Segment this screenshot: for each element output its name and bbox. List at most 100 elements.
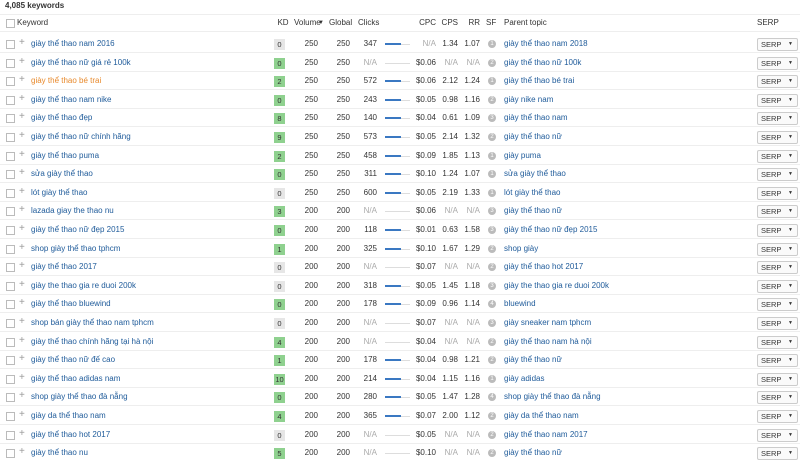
row-checkbox[interactable] [6, 114, 15, 124]
keyword-link[interactable]: lazada giay the thao nu [31, 206, 114, 216]
serp-features-badge[interactable]: 1 [488, 188, 496, 197]
serp-button[interactable]: SERP ▼ [757, 261, 798, 275]
add-to-list-icon[interactable]: + [19, 241, 25, 253]
row-checkbox[interactable] [6, 430, 15, 440]
parent-topic-link[interactable]: sửa giày thể thao [504, 169, 566, 179]
keyword-link[interactable]: giày da thể thao nam [31, 411, 106, 420]
keyword-link[interactable]: shop bán giày thể thao nam tphcm [31, 318, 154, 327]
serp-button[interactable]: SERP ▼ [757, 224, 798, 237]
keyword-link[interactable]: giày thể thao nữ đế cao [31, 355, 116, 365]
keyword-link[interactable]: giày thể thao nam nike [31, 94, 112, 104]
serp-button[interactable]: SERP ▼ [757, 205, 798, 219]
row-checkbox[interactable] [6, 207, 15, 217]
serp-features-badge[interactable]: 2 [488, 244, 496, 253]
add-to-list-icon[interactable]: + [19, 334, 25, 346]
row-checkbox[interactable] [6, 188, 15, 198]
parent-topic-link[interactable]: giày thể thao nữ 100k [504, 57, 582, 67]
column-header[interactable]: RR [468, 18, 480, 27]
keyword-link[interactable]: giày thể thao nữ giá rẻ 100k [31, 57, 131, 67]
row-checkbox[interactable] [6, 170, 15, 180]
column-header[interactable]: Global [329, 18, 353, 27]
serp-features-badge[interactable]: 2 [488, 133, 496, 141]
parent-topic-link[interactable]: giày the thao gia re duoi 200k [504, 280, 609, 290]
add-to-list-icon[interactable]: + [19, 316, 25, 327]
serp-button[interactable]: SERP ▼ [757, 391, 798, 405]
add-to-list-icon[interactable]: + [19, 92, 25, 104]
parent-topic-link[interactable]: giày thể thao nam hà nội [504, 336, 592, 346]
serp-button[interactable]: SERP ▼ [757, 75, 798, 89]
keyword-link[interactable]: lót giày thể thao [31, 187, 88, 197]
parent-topic-link[interactable]: giày thể thao nữ [504, 355, 562, 365]
keyword-link[interactable]: giày the thao gia re duoi 200k [31, 280, 136, 290]
parent-topic-link[interactable]: giày thể thao nữ [504, 132, 562, 141]
serp-features-badge[interactable]: 3 [488, 281, 496, 290]
add-to-list-icon[interactable]: + [19, 204, 25, 216]
add-to-list-icon[interactable]: + [19, 130, 25, 141]
serp-button[interactable]: SERP ▼ [757, 279, 798, 293]
row-checkbox[interactable] [6, 374, 15, 384]
keyword-link[interactable]: giày thể thao nữ chính hãng [31, 132, 131, 141]
row-checkbox[interactable] [6, 337, 15, 347]
add-to-list-icon[interactable]: + [19, 260, 25, 272]
serp-button[interactable]: SERP ▼ [757, 354, 798, 368]
keyword-link[interactable]: giày thể thao 2017 [31, 262, 97, 272]
add-to-list-icon[interactable]: + [19, 55, 25, 67]
parent-topic-link[interactable]: giày thể thao nam [504, 113, 568, 123]
serp-features-badge[interactable]: 4 [488, 393, 496, 402]
row-checkbox[interactable] [6, 133, 15, 142]
serp-features-badge[interactable]: 2 [488, 337, 496, 346]
column-header[interactable]: Clicks [358, 18, 380, 27]
serp-button[interactable]: SERP ▼ [757, 242, 798, 256]
serp-features-badge[interactable]: 2 [488, 449, 496, 458]
parent-topic-link[interactable]: giày thể thao nữ đẹp 2015 [504, 225, 598, 234]
row-checkbox[interactable] [6, 319, 15, 328]
parent-topic-link[interactable]: giày sneaker nam tphcm [504, 318, 592, 327]
parent-topic-link[interactable]: giày da thể thao nam [504, 411, 579, 420]
parent-topic-link[interactable]: giày thể thao nam 2017 [504, 429, 588, 439]
serp-features-badge[interactable]: 2 [488, 412, 496, 420]
serp-button[interactable]: SERP ▼ [757, 447, 798, 461]
add-to-list-icon[interactable]: + [19, 371, 25, 383]
serp-button[interactable]: SERP ▼ [757, 335, 798, 349]
row-checkbox[interactable] [6, 58, 15, 68]
row-checkbox[interactable] [6, 412, 15, 421]
keyword-link[interactable]: giày thể thao nu [31, 448, 88, 458]
add-to-list-icon[interactable]: + [19, 446, 25, 458]
serp-button[interactable]: SERP ▼ [757, 428, 798, 442]
serp-button[interactable]: SERP ▼ [757, 317, 798, 330]
keyword-link[interactable]: giày thể thao chính hãng tại hà nội [31, 336, 154, 346]
serp-button[interactable]: SERP ▼ [757, 56, 798, 70]
row-checkbox[interactable] [6, 244, 15, 254]
parent-topic-link[interactable]: giày nike nam [504, 94, 554, 104]
column-header[interactable]: SERP [757, 18, 779, 27]
row-checkbox[interactable] [6, 281, 15, 291]
parent-topic-link[interactable]: giày thể thao nữ [504, 206, 562, 216]
parent-topic-link[interactable]: shop giày thể thao đà nẵng [504, 392, 601, 402]
parent-topic-link[interactable]: giày adidas [504, 373, 545, 383]
column-header[interactable]: Keyword [17, 18, 49, 27]
add-to-list-icon[interactable]: + [19, 427, 25, 439]
sort-arrow[interactable]: ▼ [318, 20, 324, 26]
serp-features-badge[interactable]: 2 [488, 95, 496, 104]
serp-button[interactable]: SERP ▼ [757, 93, 798, 107]
add-to-list-icon[interactable]: + [19, 223, 25, 234]
add-to-list-icon[interactable]: + [19, 37, 25, 48]
parent-topic-link[interactable]: bluewind [504, 299, 536, 309]
serp-features-badge[interactable]: 4 [488, 300, 496, 309]
row-checkbox[interactable] [6, 77, 15, 87]
column-header[interactable]: SF [486, 18, 497, 27]
parent-topic-link[interactable]: giày thể thao bé trai [504, 76, 575, 86]
row-checkbox[interactable] [6, 40, 15, 49]
column-header[interactable]: CPS [441, 18, 458, 27]
row-checkbox[interactable] [6, 263, 15, 273]
keyword-link[interactable]: giày thể thao puma [31, 150, 100, 160]
keyword-link[interactable]: giày thể thao adidas nam [31, 373, 121, 383]
column-header[interactable]: CPC [419, 18, 436, 27]
select-all-checkbox[interactable] [6, 19, 15, 28]
keyword-link[interactable]: shop giày thể thao tphcm [31, 243, 121, 253]
add-to-list-icon[interactable]: + [19, 74, 25, 86]
keyword-link[interactable]: giày thể thao bé trai [31, 76, 102, 86]
serp-features-badge[interactable]: 1 [488, 77, 496, 86]
keyword-link[interactable]: giày thể thao bluewind [31, 299, 111, 309]
serp-features-badge[interactable]: 1 [488, 151, 496, 160]
